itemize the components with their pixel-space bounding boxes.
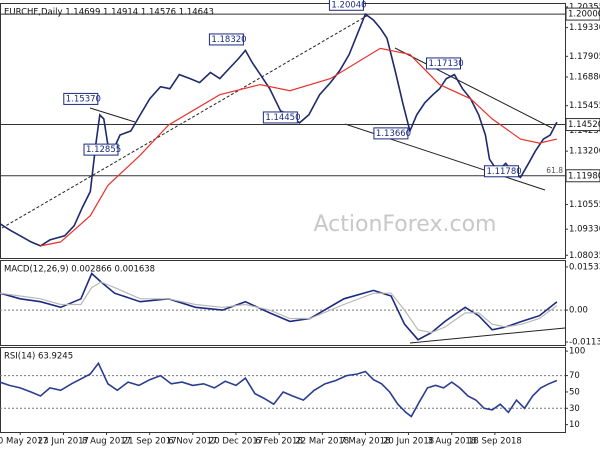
level-label: 1.20000 (568, 10, 600, 20)
annotation-box (328, 0, 364, 11)
y-tick-label: 50 (569, 387, 580, 397)
x-tick-label: 23 Jun 2017 (38, 437, 89, 447)
fib-label: 61.8 (546, 166, 563, 175)
annotation-box (262, 111, 298, 124)
annotation-box (83, 143, 119, 156)
level-box (565, 7, 600, 21)
trend-line (1, 13, 371, 229)
y-tick-label: 1.16880 (569, 72, 600, 82)
y-tick-label: 1.13200 (569, 147, 600, 157)
annotation-box (208, 33, 244, 46)
y-tick-label: 100 (569, 347, 585, 357)
x-tick-label: 20 Dec 2017 (209, 437, 263, 447)
macd-trend-line (409, 327, 566, 344)
annotation-label: 1.20040 (331, 0, 366, 10)
annotation-box (373, 127, 409, 140)
y-tick-label: 70 (569, 371, 580, 381)
series-line (0, 361, 558, 418)
y-tick-label: 1.09330 (569, 225, 600, 235)
x-tick-label: 10 May 2017 (0, 437, 48, 447)
annotation-box (426, 57, 462, 70)
level-box (565, 169, 600, 183)
y-tick-label: 1.19330 (569, 23, 600, 33)
annotation-label: 1.18320 (211, 35, 246, 45)
x-tick-label: 6 Nov 2017 (168, 437, 217, 447)
y-tick-label: 0.00 (569, 306, 588, 316)
watermark: ActionForex.com (314, 212, 497, 237)
annotation-label: 1.15370 (66, 94, 101, 104)
y-tick-label: 1.08035 (569, 251, 600, 261)
x-tick-label: 3 Aug 2018 (427, 437, 476, 447)
trend-line (89, 107, 136, 123)
annotation-label: 1.13660 (376, 129, 411, 139)
panel-title: EURCHF,Daily 1.14699 1.14914 1.14576 1.1… (4, 8, 214, 18)
series-line (0, 281, 558, 334)
x-tick-label: 21 Sep 2017 (123, 437, 177, 447)
x-tick-label: 7 May 2018 (340, 437, 390, 447)
x-tick-label: 22 Mar 2018 (295, 437, 349, 447)
annotation-box (63, 92, 99, 105)
panel-frame (0, 260, 566, 346)
y-tick-label: -0.011344 (569, 338, 600, 348)
level-box (565, 118, 600, 132)
level-label: 1.11980 (568, 171, 600, 181)
annotation-label: 1.11780 (487, 167, 522, 177)
series-line (0, 272, 558, 341)
annotation-label: 1.14450 (265, 113, 300, 123)
series-line (40, 47, 558, 247)
x-tick-label: 8 Aug 2017 (82, 437, 131, 447)
x-tick-label: 18 Sep 2018 (468, 437, 522, 447)
panel-frame (0, 347, 566, 433)
y-tick-label: 1.20355 (569, 2, 600, 12)
x-tick-label: 20 Jun 2018 (383, 437, 434, 447)
y-tick-label: 0.015338 (569, 262, 600, 272)
y-tick-label: 1.15455 (569, 101, 600, 111)
level-label: 1.14520 (568, 120, 600, 130)
panel-title: MACD(12,26,9) 0.002866 0.001638 (4, 265, 155, 275)
channel-line (394, 47, 553, 129)
panel-title: RSI(14) 63.9245 (4, 352, 73, 362)
annotation-box (484, 165, 520, 178)
y-tick-label: 1.10555 (569, 200, 600, 210)
annotation-label: 1.12855 (86, 145, 121, 155)
y-tick-label: 1.17905 (569, 52, 600, 62)
y-tick-label: 30 (569, 404, 580, 414)
annotation-label: 1.17130 (429, 59, 464, 69)
y-tick-label: 10 (569, 420, 580, 430)
x-tick-label: 6 Feb 2018 (255, 437, 303, 447)
